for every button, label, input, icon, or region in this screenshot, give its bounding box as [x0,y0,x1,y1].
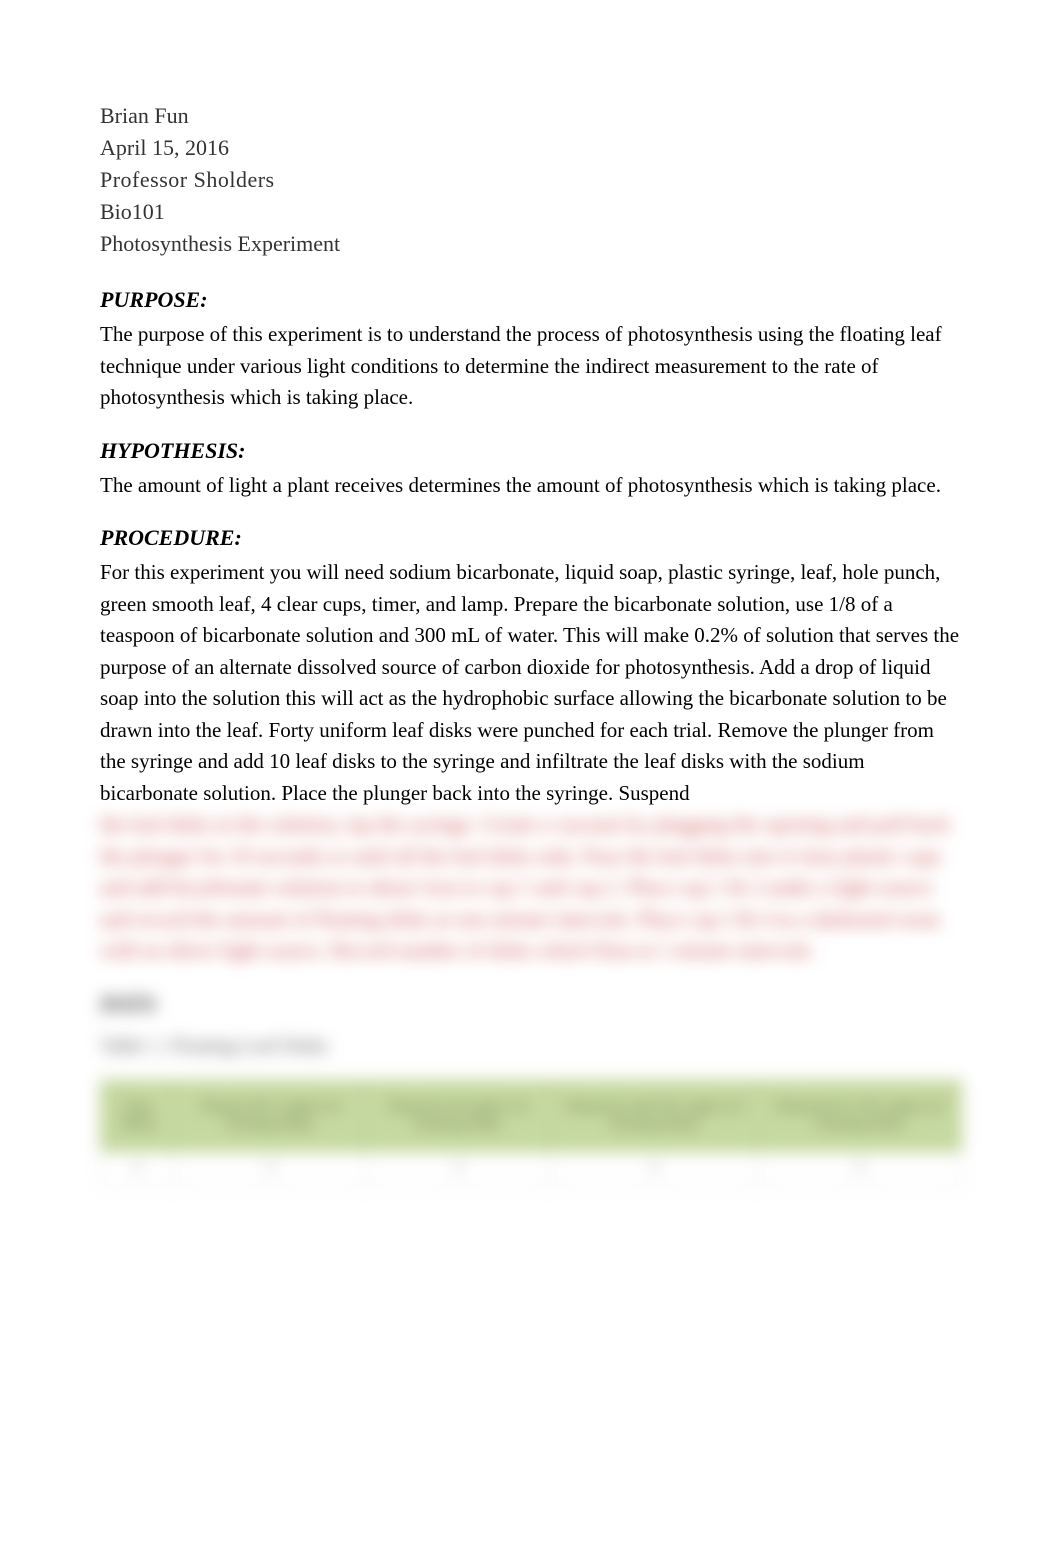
purpose-heading: PURPOSE: [100,287,962,313]
table-header-cell: Plastic(2) W/Light # of Floating Disks [366,1080,550,1151]
professor-name: Professor Sholders [100,164,962,196]
table-cell: 0 [550,1151,758,1185]
blurred-data-table: Time (Min) Plastic(1)W/ Light # of Float… [100,1080,962,1186]
document-header: Brian Fun April 15, 2016 Professor Shold… [100,100,962,259]
procedure-text: For this experiment you will need sodium… [100,557,962,809]
blurred-content: the leaf disks in the solution, tap the … [100,809,962,1186]
table-cell: 0 [366,1151,550,1185]
hypothesis-heading: HYPOTHESIS: [100,438,962,464]
purpose-text: The purpose of this experiment is to und… [100,319,962,414]
table-cell: 0 [101,1151,175,1185]
document-date: April 15, 2016 [100,132,962,164]
table-header-cell: Plastic(3) with NO Light # of Floating D… [550,1080,758,1151]
table-header-row: Time (Min) Plastic(1)W/ Light # of Float… [101,1080,962,1151]
blurred-procedure-continuation: the leaf disks in the solution, tap the … [100,809,962,967]
table-header-cell: Plastic(4) W/ NO Light # of Floating Dis… [759,1080,962,1151]
purpose-section: PURPOSE: The purpose of this experiment … [100,287,962,414]
table-cell: 0 [175,1151,366,1185]
author-name: Brian Fun [100,100,962,132]
table-header-cell: Time (Min) [101,1080,175,1151]
table-header-cell: Plastic(1)W/ Light # of Floating Disks [175,1080,366,1151]
hypothesis-text: The amount of light a plant receives det… [100,470,962,502]
procedure-section: PROCEDURE: For this experiment you will … [100,525,962,809]
table-cell: 0 [759,1151,962,1185]
blurred-table-title: Table 1. Floating Leaf Disks [100,1035,962,1058]
procedure-heading: PROCEDURE: [100,525,962,551]
blurred-data-heading: DATA [100,991,962,1017]
hypothesis-section: HYPOTHESIS: The amount of light a plant … [100,438,962,502]
course-code: Bio101 [100,196,962,228]
table-row: 0 0 0 0 0 [101,1151,962,1185]
document-title: Photosynthesis Experiment [100,228,962,260]
